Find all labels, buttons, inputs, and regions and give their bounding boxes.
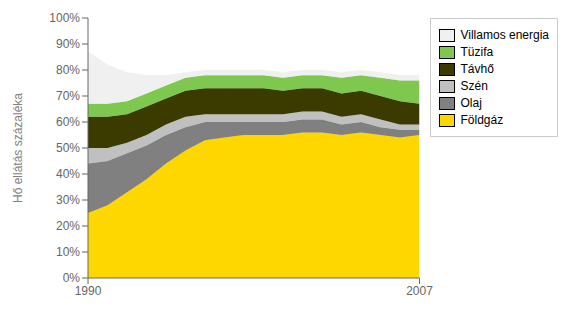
svg-text:70%: 70% — [56, 89, 80, 103]
svg-text:50%: 50% — [56, 141, 80, 155]
html-text:Földgáz: Földgáz — [460, 113, 504, 127]
svg-text:2007: 2007 — [406, 284, 433, 298]
svg-text:0%: 0% — [63, 271, 81, 285]
svg-text:1990: 1990 — [75, 284, 102, 298]
html-text:Szén: Szén — [460, 79, 488, 93]
svg-text:10%: 10% — [56, 245, 80, 259]
svg-text:60%: 60% — [56, 115, 80, 129]
svg-text:80%: 80% — [56, 63, 80, 77]
html-text:Olaj: Olaj — [460, 96, 482, 110]
svg-text:90%: 90% — [56, 37, 80, 51]
html-text:Távhő: Távhő — [460, 62, 494, 76]
svg-text:30%: 30% — [56, 193, 80, 207]
svg-text:40%: 40% — [56, 167, 80, 181]
html-text:Tüzifa: Tüzifa — [460, 45, 494, 59]
svg-text:100%: 100% — [49, 11, 80, 25]
html-text:Villamos energia: Villamos energia — [460, 28, 549, 42]
svg-text:20%: 20% — [56, 219, 80, 233]
svg-text:Hő ellátás százaléka: Hő ellátás százaléka — [11, 93, 25, 203]
